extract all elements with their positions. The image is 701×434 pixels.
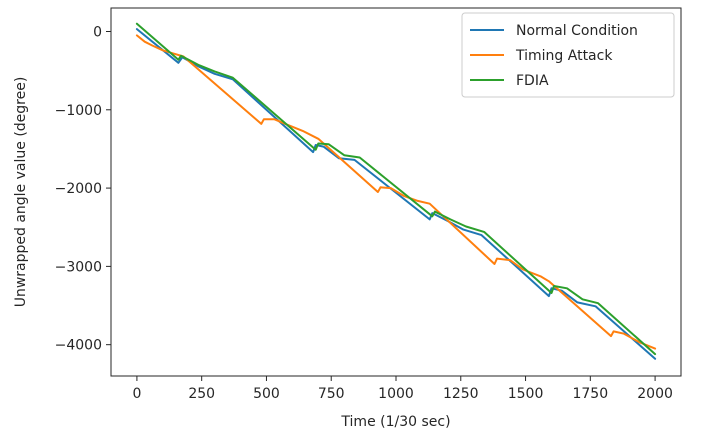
x-tick-label: 1500: [508, 386, 544, 402]
y-tick-label: −3000: [55, 259, 102, 275]
x-tick-label: 1750: [572, 386, 608, 402]
legend-label-1: Timing Attack: [515, 48, 613, 64]
legend-label-2: FDIA: [516, 73, 549, 89]
x-tick-label: 750: [318, 386, 345, 402]
legend-label-0: Normal Condition: [516, 23, 638, 39]
y-axis-label: Unwrapped angle value (degree): [13, 77, 29, 308]
y-tick-label: −4000: [55, 338, 102, 354]
x-axis-label: Time (1/30 sec): [340, 414, 450, 430]
y-tick-label: 0: [93, 24, 102, 40]
series-layer: [135, 22, 657, 360]
x-tick-label: 1250: [443, 386, 479, 402]
y-axis: 0 −1000 −2000 −3000 −4000: [55, 24, 111, 354]
y-tick-label: −2000: [55, 181, 102, 197]
x-tick-label: 1000: [378, 386, 414, 402]
x-tick-label: 0: [132, 386, 141, 402]
legend-box: [461, 12, 675, 98]
y-tick-label: −1000: [55, 103, 102, 119]
legend: Normal Condition Timing Attack FDIA: [461, 12, 675, 98]
x-axis: 0 250 500 750 1000 1250 1500 1750 2000: [132, 376, 673, 402]
x-tick-label: 500: [253, 386, 280, 402]
x-tick-label: 250: [188, 386, 215, 402]
x-tick-label: 2000: [637, 386, 673, 402]
series-line-2: [135, 22, 657, 356]
